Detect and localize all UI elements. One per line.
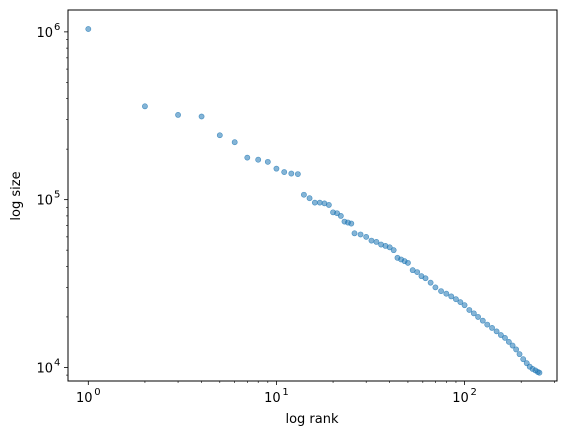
data-point (175, 111, 181, 118)
data-point (255, 156, 262, 163)
data-point (363, 233, 370, 240)
data-point (85, 26, 92, 32)
data-point (422, 275, 429, 282)
data-point (316, 199, 323, 206)
data-point (244, 154, 251, 161)
y-tick-label: 10 (36, 26, 53, 41)
data-point (311, 199, 318, 206)
y-tick-exponent: 5 (54, 190, 60, 201)
data-point (273, 165, 280, 172)
plot-area (67, 9, 558, 382)
data-point (216, 132, 223, 139)
data-point (373, 238, 380, 245)
data-point (484, 321, 491, 328)
data-point (414, 269, 421, 275)
data-point (357, 231, 364, 238)
data-point (513, 346, 520, 353)
data-point (348, 220, 355, 227)
data-point (351, 230, 358, 237)
data-point (520, 356, 527, 363)
axis-ticks: 10 0 10 1 10 210 410 510 6 (36, 22, 555, 406)
data-point (502, 334, 508, 341)
data-point (505, 338, 512, 345)
data-point (489, 325, 495, 331)
x-tick-label: 10 (264, 391, 281, 406)
data-point (453, 296, 459, 303)
data-point (497, 332, 504, 338)
data-point (386, 244, 393, 251)
data-point (443, 290, 450, 297)
data-point (306, 195, 313, 202)
data-point (231, 139, 238, 146)
x-tick-label: 10 (76, 391, 93, 406)
data-point (493, 328, 500, 335)
data-point (337, 212, 344, 219)
data-point (475, 314, 481, 320)
x-tick-label: 10 (452, 391, 469, 406)
data-point (390, 247, 397, 254)
data-point (536, 369, 543, 376)
data-point (142, 103, 148, 110)
y-tick-exponent: 4 (54, 357, 60, 368)
data-point (405, 259, 411, 266)
data-point (198, 113, 205, 120)
data-point (281, 169, 288, 175)
data-point (288, 170, 295, 177)
y-tick-label: 10 (36, 194, 53, 209)
data-point (461, 302, 468, 309)
data-point (432, 284, 439, 291)
data-point (457, 299, 464, 306)
y-axis-label: log size (9, 171, 24, 220)
x-tick-exponent: 0 (94, 387, 100, 398)
data-point (325, 202, 332, 208)
data-point (368, 237, 375, 244)
data-point (301, 191, 307, 198)
data-points (85, 26, 543, 376)
data-point (466, 307, 473, 313)
data-point (264, 158, 271, 165)
x-tick-exponent: 1 (282, 387, 288, 398)
y-tick-label: 10 (36, 361, 53, 376)
data-point (427, 279, 434, 286)
data-point (509, 342, 516, 349)
data-point (470, 310, 477, 317)
data-point (438, 288, 444, 295)
data-point (479, 317, 486, 324)
y-tick-exponent: 6 (54, 22, 60, 33)
data-point (516, 351, 523, 358)
data-point (448, 293, 455, 300)
x-tick-exponent: 2 (471, 387, 477, 398)
x-axis-label: log rank (285, 412, 339, 427)
data-point (294, 171, 301, 177)
